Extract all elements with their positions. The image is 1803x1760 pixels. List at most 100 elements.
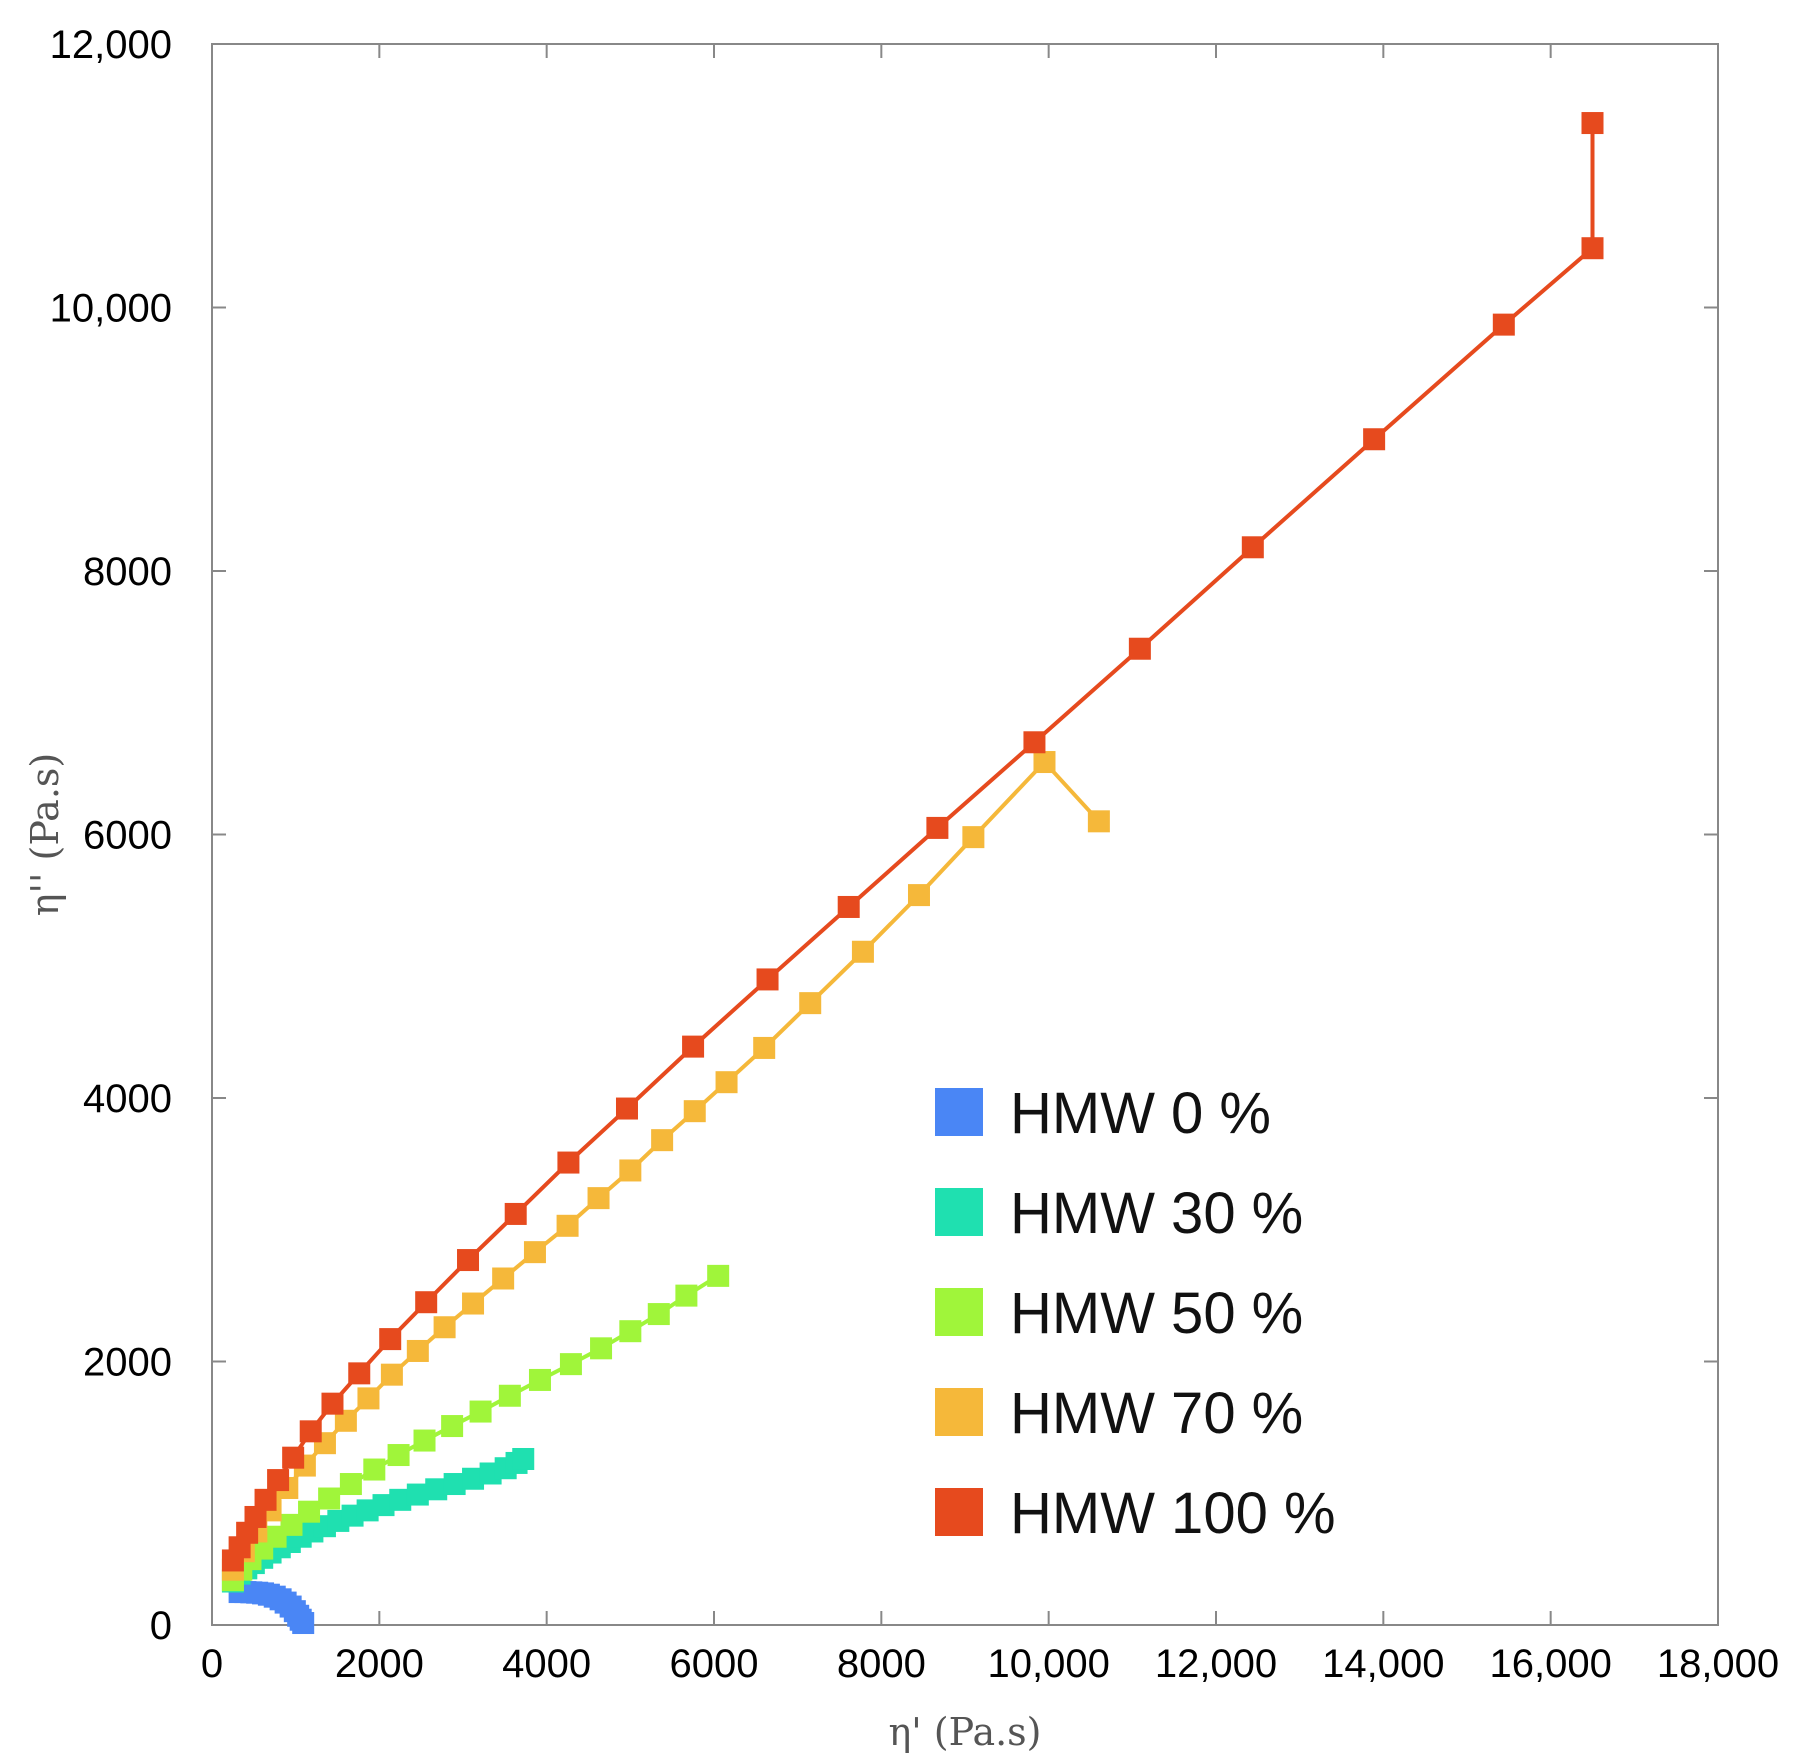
y-tick-label: 12,000 [50, 23, 172, 67]
data-point [1241, 536, 1264, 559]
data-point [907, 884, 930, 907]
x-tick-label: 2000 [335, 1642, 424, 1686]
data-point [1087, 810, 1110, 833]
data-point [267, 1469, 290, 1492]
data-point [1363, 428, 1386, 451]
data-point [282, 1446, 305, 1469]
data-point [425, 1478, 448, 1501]
data-point [363, 1458, 386, 1481]
data-point [348, 1362, 371, 1385]
legend-swatch [935, 1288, 983, 1336]
data-point [851, 940, 874, 963]
data-point [380, 1363, 403, 1386]
data-point [292, 1612, 315, 1635]
data-point [1492, 313, 1515, 336]
x-tick-label: 8000 [837, 1642, 926, 1686]
data-point [1033, 751, 1056, 774]
data-point [389, 1488, 412, 1511]
data-point [387, 1444, 410, 1467]
data-point [357, 1387, 380, 1410]
data-point [469, 1400, 492, 1423]
series-layer [221, 112, 1604, 1635]
legend-label: HMW 30 % [1010, 1181, 1303, 1246]
data-point [1581, 112, 1604, 135]
data-point [559, 1353, 582, 1376]
x-axis: 0 2000 4000 6000 8000 10,000 12,000 14,000 16,00… [201, 44, 1779, 1686]
data-point [528, 1368, 551, 1391]
legend: HMW 0 % HMW 30 % HMW 50 % HMW 70 % HMW 100 % [935, 1081, 1336, 1546]
data-point [492, 1267, 515, 1290]
data-point [379, 1328, 402, 1351]
y-tick-label: 0 [150, 1604, 172, 1648]
x-tick-label: 12,000 [1155, 1642, 1277, 1686]
data-point [962, 826, 985, 849]
legend-item: HMW 70 % [935, 1381, 1303, 1446]
data-point [462, 1292, 485, 1315]
data-point [406, 1483, 429, 1506]
y-tick-label: 6000 [83, 814, 172, 858]
data-point [462, 1467, 485, 1490]
data-point [457, 1249, 480, 1272]
data-point [590, 1337, 613, 1360]
data-point [799, 992, 822, 1015]
data-point [651, 1129, 674, 1152]
data-point [415, 1291, 438, 1314]
data-point [682, 1035, 705, 1058]
legend-item: HMW 50 % [935, 1281, 1303, 1346]
data-point [683, 1100, 706, 1123]
series-0 [228, 1581, 315, 1635]
legend-item: HMW 100 % [935, 1481, 1336, 1546]
y-axis-label: η'' (Pa.s) [23, 753, 67, 917]
data-point [318, 1487, 341, 1510]
data-point [443, 1473, 466, 1496]
y-axis: 0 2000 4000 6000 8000 10,000 12,000 [50, 23, 1718, 1648]
data-point [1128, 637, 1151, 660]
legend-label: HMW 50 % [1010, 1281, 1303, 1346]
data-point [280, 1513, 303, 1536]
data-point [753, 1036, 776, 1059]
data-point [406, 1339, 429, 1362]
series-line [231, 123, 1595, 1562]
data-point [372, 1494, 395, 1517]
data-point [675, 1284, 698, 1307]
data-point [254, 1488, 277, 1511]
y-tick-label: 10,000 [50, 287, 172, 331]
data-point [433, 1316, 456, 1339]
data-point [837, 895, 860, 918]
legend-swatch [935, 1088, 983, 1136]
x-tick-label: 14,000 [1322, 1642, 1444, 1686]
data-point [647, 1303, 670, 1326]
legend-label: HMW 100 % [1010, 1481, 1336, 1546]
x-tick-label: 4000 [502, 1642, 591, 1686]
data-point [615, 1097, 638, 1120]
y-tick-label: 8000 [83, 550, 172, 594]
legend-swatch [935, 1488, 983, 1536]
y-tick-label: 2000 [83, 1341, 172, 1385]
data-point [441, 1415, 464, 1438]
data-point [707, 1264, 730, 1287]
legend-item: HMW 0 % [935, 1081, 1271, 1146]
x-tick-label: 10,000 [987, 1642, 1109, 1686]
legend-label: HMW 0 % [1010, 1081, 1271, 1146]
data-point [523, 1241, 546, 1264]
data-point [715, 1071, 738, 1094]
data-point [1023, 731, 1046, 754]
data-point [556, 1214, 579, 1237]
legend-swatch [935, 1188, 983, 1236]
data-point [244, 1505, 267, 1528]
data-point [298, 1500, 321, 1523]
series-4 [221, 112, 1604, 1572]
x-tick-label: 6000 [670, 1642, 759, 1686]
legend-label: HMW 70 % [1010, 1381, 1303, 1446]
data-point [619, 1320, 642, 1343]
data-point [498, 1384, 521, 1407]
x-axis-label: η' (Pa.s) [888, 1710, 1041, 1754]
data-point [321, 1392, 344, 1415]
legend-swatch [935, 1388, 983, 1436]
x-tick-label: 18,000 [1657, 1642, 1779, 1686]
x-tick-label: 0 [201, 1642, 223, 1686]
data-point [1581, 237, 1604, 260]
data-point [504, 1202, 527, 1225]
data-point [926, 816, 949, 839]
